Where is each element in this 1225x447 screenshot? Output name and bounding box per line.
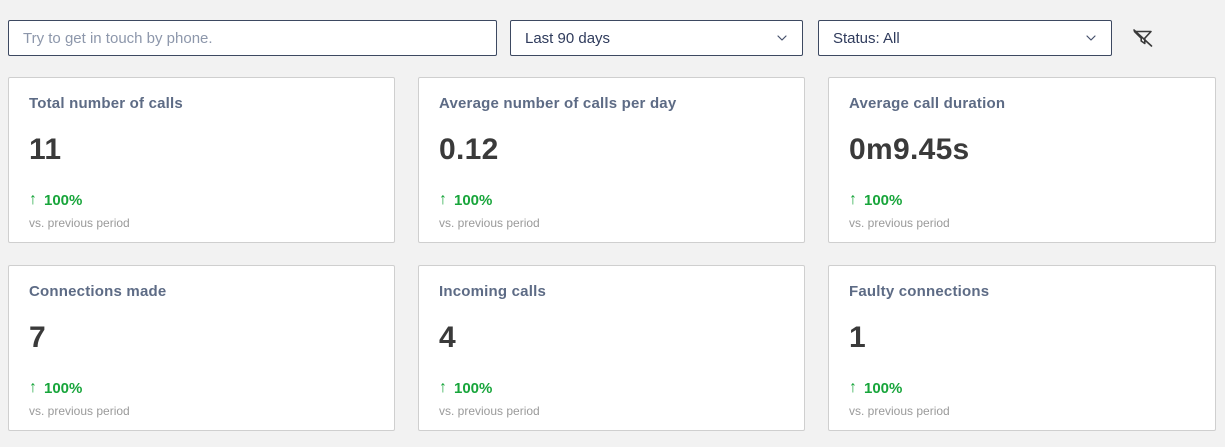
card-incoming-calls: Incoming calls 4 ↑ 100% vs. previous per… (418, 265, 805, 431)
card-value: 0.12 (439, 133, 499, 166)
status-value: Status: All (833, 29, 900, 47)
chevron-down-icon (777, 35, 787, 41)
card-value: 11 (29, 133, 62, 166)
arrow-up-icon: ↑ (439, 379, 447, 396)
arrow-up-icon: ↑ (849, 191, 857, 208)
arrow-up-icon: ↑ (849, 379, 857, 396)
card-delta: ↑ 100% (439, 191, 784, 209)
arrow-up-icon: ↑ (29, 379, 37, 396)
card-caption: vs. previous period (29, 216, 130, 230)
status-select[interactable]: Status: All (818, 20, 1112, 56)
card-title: Average number of calls per day (439, 95, 677, 112)
delta-percent: 100% (454, 379, 493, 397)
delta-percent: 100% (864, 191, 903, 209)
card-caption: vs. previous period (29, 404, 130, 418)
card-average-call-duration: Average call duration 0m9.45s ↑ 100% vs.… (828, 77, 1216, 243)
delta-percent: 100% (454, 191, 493, 209)
card-caption: vs. previous period (849, 404, 950, 418)
card-value: 1 (849, 321, 866, 354)
chevron-down-icon (1086, 35, 1096, 41)
card-caption: vs. previous period (849, 216, 950, 230)
card-delta: ↑ 100% (849, 379, 1195, 397)
card-caption: vs. previous period (439, 216, 540, 230)
card-delta: ↑ 100% (29, 191, 374, 209)
card-delta: ↑ 100% (439, 379, 784, 397)
card-title: Faulty connections (849, 283, 990, 300)
filter-toolbar: Last 90 days Status: All (0, 0, 1225, 56)
date-range-select[interactable]: Last 90 days (510, 20, 803, 56)
card-average-calls-per-day: Average number of calls per day 0.12 ↑ 1… (418, 77, 805, 243)
card-title: Incoming calls (439, 283, 546, 300)
card-faulty-connections: Faulty connections 1 ↑ 100% vs. previous… (828, 265, 1216, 431)
card-value: 0m9.45s (849, 133, 970, 166)
card-delta: ↑ 100% (849, 191, 1195, 209)
stats-grid: Total number of calls 11 ↑ 100% vs. prev… (0, 77, 1225, 431)
delta-percent: 100% (44, 191, 83, 209)
card-title: Connections made (29, 283, 167, 300)
arrow-up-icon: ↑ (439, 191, 447, 208)
delta-percent: 100% (44, 379, 83, 397)
arrow-up-icon: ↑ (29, 191, 37, 208)
card-value: 7 (29, 321, 46, 354)
search-input[interactable] (8, 20, 497, 56)
card-title: Average call duration (849, 95, 1006, 112)
card-total-number-of-calls: Total number of calls 11 ↑ 100% vs. prev… (8, 77, 395, 243)
date-range-value: Last 90 days (525, 29, 611, 47)
card-value: 4 (439, 321, 456, 354)
delta-percent: 100% (864, 379, 903, 397)
card-title: Total number of calls (29, 95, 183, 112)
card-connections-made: Connections made 7 ↑ 100% vs. previous p… (8, 265, 395, 431)
clear-filters-button[interactable] (1129, 24, 1157, 52)
card-delta: ↑ 100% (29, 379, 374, 397)
filter-clear-icon (1133, 29, 1153, 47)
card-caption: vs. previous period (439, 404, 540, 418)
